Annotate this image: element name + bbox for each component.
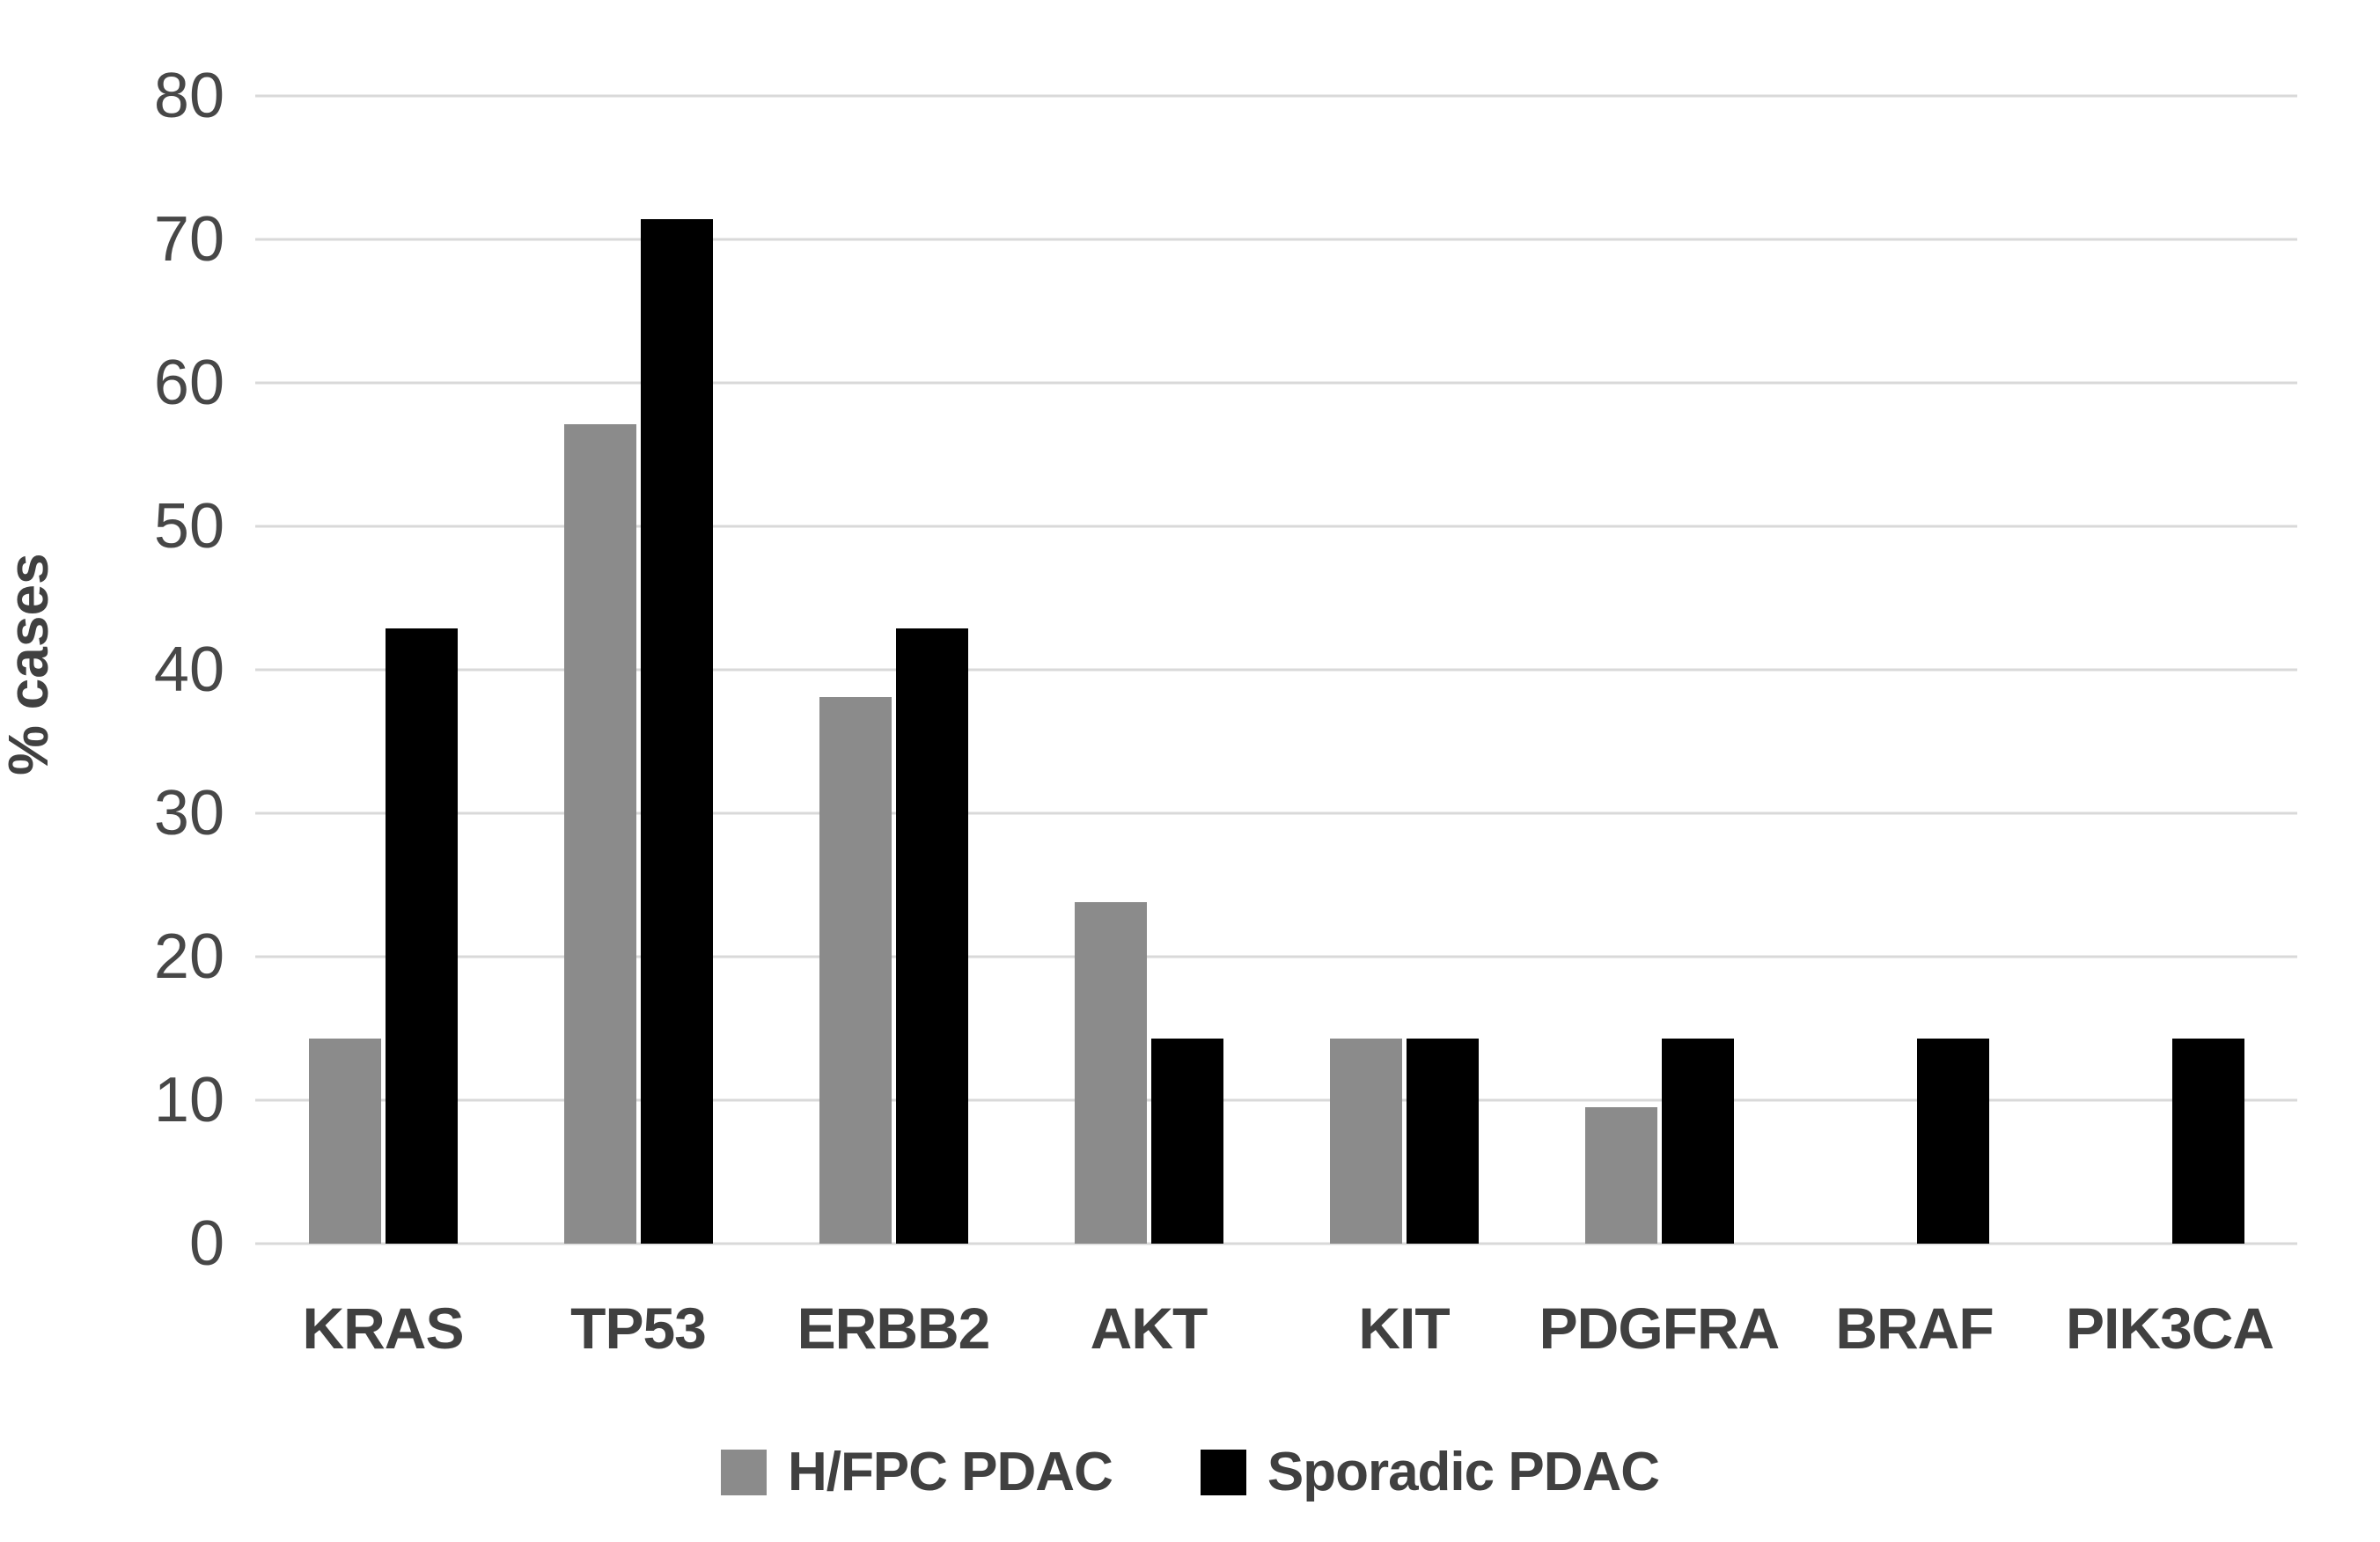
legend-item-h-fpc-pdac: H/FPC PDAC (720, 1442, 1113, 1502)
gridline-20 (255, 955, 2297, 958)
bar-sporadic-pdac-akt (1150, 1038, 1223, 1244)
legend-swatch-h-fpc-pdac (720, 1450, 767, 1495)
bar-group-kit (1276, 96, 1532, 1244)
x-axis-label-tp53: TP53 (570, 1296, 707, 1361)
bar-sporadic-pdac-pdgfra (1661, 1038, 1734, 1244)
y-tick-label-80: 80 (153, 61, 224, 131)
bar-h-fpc-pdac-tp53 (563, 424, 636, 1244)
gridline-80 (255, 94, 2297, 98)
x-axis-label-pdgfra: PDGFRA (1539, 1296, 1781, 1361)
bar-group-kras (255, 96, 511, 1244)
bar-h-fpc-pdac-kras (308, 1038, 381, 1244)
bar-sporadic-pdac-tp53 (640, 219, 713, 1244)
y-tick-label-60: 60 (153, 348, 224, 418)
y-tick-label-50: 50 (153, 491, 224, 562)
bar-sporadic-pdac-kit (1406, 1038, 1479, 1244)
legend-label-h-fpc-pdac: H/FPC PDAC (787, 1442, 1113, 1502)
y-tick-label-70: 70 (153, 204, 224, 275)
bar-h-fpc-pdac-erbb2 (819, 696, 892, 1244)
y-tick-label-20: 20 (153, 922, 224, 992)
y-tick-label-0: 0 (188, 1208, 224, 1279)
legend-swatch-sporadic-pdac (1200, 1450, 1246, 1495)
x-axis-label-braf: BRAF (1835, 1296, 1994, 1361)
gridline-60 (255, 381, 2297, 385)
bar-sporadic-pdac-braf (1916, 1038, 1989, 1244)
y-axis-tick-labels: 0 10 20 30 40 50 60 70 80 (0, 64, 224, 1275)
x-axis-labels: KRAS TP53 ERBB2 AKT KIT PDGFRA BRAF PIK3CA (255, 1299, 2297, 1357)
bar-h-fpc-pdac-kit (1329, 1038, 1402, 1244)
bar-group-braf (1787, 96, 2042, 1244)
gridline-30 (255, 811, 2297, 815)
y-tick-label-10: 10 (153, 1065, 224, 1135)
bar-sporadic-pdac-kras (385, 628, 458, 1244)
x-axis-label-akt: AKT (1090, 1296, 1208, 1361)
bar-group-akt (1021, 96, 1276, 1244)
bar-h-fpc-pdac-akt (1074, 902, 1147, 1244)
bar-group-pdgfra (1532, 96, 1787, 1244)
bar-h-fpc-pdac-pdgfra (1584, 1107, 1657, 1244)
plot-area (255, 94, 2297, 1245)
gridline-50 (255, 525, 2297, 528)
x-axis-label-erbb2: ERBB2 (797, 1296, 991, 1361)
gridline-0 (255, 1242, 2297, 1245)
gridline-70 (255, 238, 2297, 241)
legend: H/FPC PDAC Sporadic PDAC (0, 1445, 2380, 1500)
y-tick-label-30: 30 (153, 778, 224, 848)
x-axis-label-kit: KIT (1358, 1296, 1450, 1361)
x-axis-label-pik3ca: PIK3CA (2065, 1296, 2274, 1361)
bar-group-tp53 (511, 96, 766, 1244)
bar-group-erbb2 (766, 96, 1021, 1244)
bar-sporadic-pdac-pik3ca (2171, 1038, 2244, 1244)
gridline-10 (255, 1098, 2297, 1102)
legend-item-sporadic-pdac: Sporadic PDAC (1200, 1442, 1660, 1502)
gridline-40 (255, 668, 2297, 672)
bar-group-pik3ca (2042, 96, 2297, 1244)
bar-sporadic-pdac-erbb2 (895, 628, 968, 1244)
x-axis-label-kras: KRAS (302, 1296, 464, 1361)
y-tick-label-40: 40 (153, 635, 224, 705)
legend-label-sporadic-pdac: Sporadic PDAC (1267, 1442, 1660, 1502)
